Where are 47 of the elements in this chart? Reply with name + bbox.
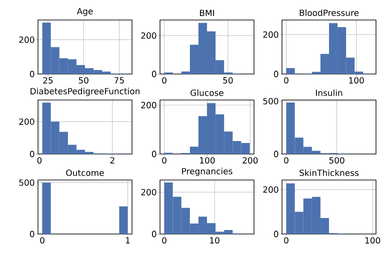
y-tick-label: 200 (141, 188, 156, 196)
x-tick-label: 0 (162, 157, 166, 164)
chart-title: Insulin (316, 89, 342, 96)
x-tick-label: 1 (126, 237, 130, 244)
y-tick-label: 0 (30, 70, 34, 78)
y-tick-label: 200 (19, 118, 34, 125)
chart-title: BloodPressure (300, 9, 359, 16)
y-tick-label: 200 (19, 36, 34, 43)
chart-title: SkinThickness (300, 169, 359, 176)
chart-title: Glucose (190, 89, 224, 96)
chart-title: Age (76, 8, 93, 16)
y-tick-label: 0 (274, 70, 278, 78)
y-tick-label: 500 (263, 98, 278, 104)
chart-title: Outcome (66, 170, 104, 176)
y-tick-label: 0 (152, 70, 156, 78)
x-tick-label: 100 (365, 237, 380, 244)
x-tick-label: 2 (110, 157, 114, 164)
x-tick-label: 0 (162, 77, 166, 84)
x-tick-label: 100 (349, 77, 364, 84)
y-tick-label: 200 (141, 32, 156, 39)
x-tick-label: 200 (242, 157, 258, 164)
y-tick-label: 0 (30, 230, 34, 238)
x-tick-label: 10 (210, 237, 220, 244)
x-tick-label: 50 (78, 77, 88, 84)
x-tick-label: 0 (284, 237, 288, 244)
x-tick-label: 0 (37, 157, 42, 164)
chart-title: DiabetesPedigreeFunction (30, 88, 140, 96)
y-tick-label: 500 (19, 179, 34, 186)
x-tick-label: 0 (284, 77, 288, 84)
y-tick-label: 0 (30, 150, 34, 158)
chart-title: BMI (200, 10, 214, 16)
y-tick-label: 0 (274, 230, 278, 238)
y-tick-label: 0 (152, 150, 156, 158)
x-tick-label: 0 (162, 237, 166, 244)
x-tick-label: 25 (43, 77, 53, 84)
chart-title: Pregnancies (182, 168, 232, 176)
x-tick-label: 50 (223, 77, 233, 84)
y-tick-label: 200 (141, 102, 156, 108)
x-tick-label: 0 (40, 237, 44, 244)
x-tick-label: 100 (200, 157, 215, 164)
y-tick-label: 0 (152, 230, 156, 238)
x-tick-label: 500 (329, 157, 344, 164)
x-tick-label: 0 (284, 157, 288, 164)
y-tick-label: 200 (263, 186, 278, 193)
y-tick-label: 0 (274, 150, 278, 158)
x-tick-label: 75 (114, 77, 124, 84)
y-tick-label: 200 (263, 31, 278, 38)
